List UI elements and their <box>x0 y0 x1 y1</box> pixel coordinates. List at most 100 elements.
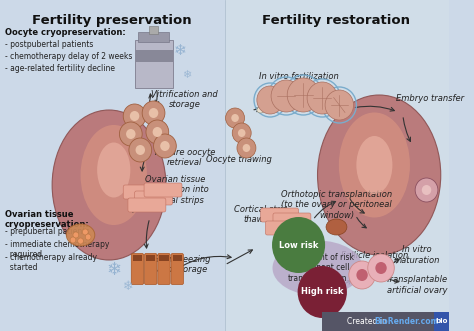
Ellipse shape <box>52 110 166 260</box>
Text: - chemotherapy delay of 2 weeks: - chemotherapy delay of 2 weeks <box>5 52 132 61</box>
Circle shape <box>160 141 170 151</box>
Text: High risk: High risk <box>301 288 344 297</box>
FancyBboxPatch shape <box>128 198 166 212</box>
Bar <box>225 0 449 331</box>
Ellipse shape <box>339 113 410 217</box>
Text: bio: bio <box>436 318 448 324</box>
Circle shape <box>123 104 146 128</box>
Text: Low risk: Low risk <box>279 241 318 250</box>
Circle shape <box>237 138 256 158</box>
FancyBboxPatch shape <box>135 191 173 205</box>
Text: Fertility restoration: Fertility restoration <box>263 14 410 27</box>
Text: BioRender.com: BioRender.com <box>374 316 439 325</box>
Text: Vitrification and
storage: Vitrification and storage <box>152 90 218 110</box>
Bar <box>135 40 173 88</box>
Text: Created in: Created in <box>347 316 389 325</box>
Text: In vitro
maturation: In vitro maturation <box>394 245 440 265</box>
Circle shape <box>243 144 250 152</box>
Text: In vitro fertilization: In vitro fertilization <box>259 72 338 81</box>
Circle shape <box>422 185 431 195</box>
Text: Cortical strip
thawing: Cortical strip thawing <box>234 205 288 224</box>
Circle shape <box>130 111 139 121</box>
Bar <box>434 312 449 331</box>
Ellipse shape <box>318 95 441 255</box>
Circle shape <box>349 261 375 289</box>
Text: Mature oocyte
retrieval: Mature oocyte retrieval <box>155 148 215 167</box>
Ellipse shape <box>257 107 264 113</box>
Circle shape <box>272 217 325 273</box>
Circle shape <box>325 90 354 120</box>
Circle shape <box>238 129 246 137</box>
Text: - chemotherapy already
  started: - chemotherapy already started <box>5 253 97 272</box>
Circle shape <box>356 269 368 281</box>
Text: Follicle isolation: Follicle isolation <box>341 251 408 260</box>
Ellipse shape <box>273 241 363 296</box>
Circle shape <box>82 229 88 235</box>
Bar <box>159 255 169 261</box>
Ellipse shape <box>97 143 130 198</box>
Ellipse shape <box>66 224 95 246</box>
Circle shape <box>257 86 283 114</box>
Bar <box>138 32 169 42</box>
FancyBboxPatch shape <box>123 185 161 199</box>
Text: Ovarian tissue
preparation into
cortical strips: Ovarian tissue preparation into cortical… <box>141 175 209 205</box>
Circle shape <box>154 134 176 158</box>
Bar <box>173 255 182 261</box>
Circle shape <box>146 120 169 144</box>
Circle shape <box>78 238 83 244</box>
Circle shape <box>136 145 145 155</box>
Text: Embryo transfer: Embryo transfer <box>396 93 465 103</box>
Circle shape <box>231 114 239 122</box>
Circle shape <box>85 234 91 240</box>
Circle shape <box>287 78 319 112</box>
Circle shape <box>307 82 337 114</box>
Circle shape <box>368 254 394 282</box>
Text: - prepubertal patients: - prepubertal patients <box>5 227 89 236</box>
Text: - age-related fertility decline: - age-related fertility decline <box>5 64 115 73</box>
FancyBboxPatch shape <box>145 254 157 285</box>
Text: Oocyte thawing: Oocyte thawing <box>206 155 272 164</box>
Text: Slow freezing
and storage: Slow freezing and storage <box>154 255 210 274</box>
Text: Oocyte cryopreservation:: Oocyte cryopreservation: <box>5 28 126 37</box>
Text: Assessment of risk
of malignant cell
transplantation: Assessment of risk of malignant cell tra… <box>282 253 354 283</box>
Bar <box>322 312 449 331</box>
Bar <box>0 0 225 331</box>
Ellipse shape <box>356 136 392 194</box>
Text: ❄: ❄ <box>106 261 121 279</box>
FancyBboxPatch shape <box>273 213 311 227</box>
Text: ❄: ❄ <box>123 280 133 294</box>
Text: - immediate chemotherapy
  required: - immediate chemotherapy required <box>5 240 109 260</box>
Text: Fertility preservation: Fertility preservation <box>32 14 191 27</box>
Ellipse shape <box>326 219 347 235</box>
FancyBboxPatch shape <box>158 254 170 285</box>
Circle shape <box>149 108 158 118</box>
FancyBboxPatch shape <box>171 254 183 285</box>
FancyBboxPatch shape <box>131 254 144 285</box>
Text: Transplantable
artificial ovary: Transplantable artificial ovary <box>386 275 448 295</box>
FancyBboxPatch shape <box>144 183 182 197</box>
Circle shape <box>153 127 162 137</box>
Circle shape <box>142 101 165 125</box>
Circle shape <box>70 237 76 243</box>
Circle shape <box>126 129 136 139</box>
Text: ❄: ❄ <box>173 42 186 58</box>
Circle shape <box>129 138 152 162</box>
Circle shape <box>415 178 438 202</box>
Bar <box>149 26 158 34</box>
Circle shape <box>119 122 142 146</box>
Circle shape <box>271 80 301 112</box>
Circle shape <box>226 108 245 128</box>
Circle shape <box>298 266 347 318</box>
FancyBboxPatch shape <box>261 208 299 222</box>
Circle shape <box>375 262 387 274</box>
Circle shape <box>232 123 251 143</box>
Text: - postpubertal patients: - postpubertal patients <box>5 40 93 49</box>
Ellipse shape <box>81 125 147 225</box>
Circle shape <box>73 232 79 238</box>
Bar <box>146 255 155 261</box>
Text: ❄: ❄ <box>182 70 191 80</box>
FancyBboxPatch shape <box>265 221 303 235</box>
Bar <box>133 255 142 261</box>
Text: Ovarian tissue
cryopreservation:: Ovarian tissue cryopreservation: <box>5 210 90 229</box>
Bar <box>135 50 173 62</box>
